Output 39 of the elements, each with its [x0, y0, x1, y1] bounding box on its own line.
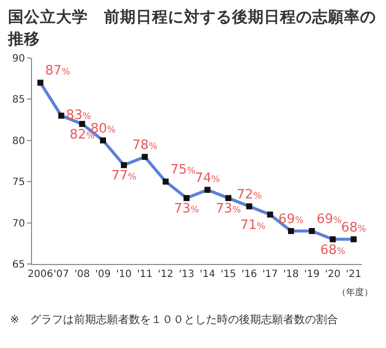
x-tick-label: '14 — [200, 269, 216, 280]
data-label: 75% — [170, 162, 196, 178]
data-label: 71% — [240, 218, 266, 234]
data-label: 83% — [66, 108, 92, 123]
x-tick-label: '16 — [241, 269, 257, 280]
x-tick-label: '07 — [54, 269, 69, 280]
y-tick-label: 85 — [12, 94, 25, 106]
data-label: 78% — [132, 138, 158, 153]
x-tick-label: '08 — [74, 269, 90, 280]
x-tick-label: '18 — [283, 269, 299, 280]
data-label: 87% — [45, 64, 71, 79]
x-tick-label: '09 — [95, 269, 111, 280]
data-label: 73% — [216, 202, 242, 217]
data-label: 72% — [236, 187, 262, 202]
x-tick-label: '10 — [116, 269, 132, 280]
text: ※ グラフは前期志願者数を１００とした時の後期志願者数の割合 — [10, 312, 340, 327]
x-tick-label: '12 — [158, 269, 174, 280]
data-label: 69% — [316, 212, 342, 228]
x-tick-label: '21 — [346, 269, 362, 280]
data-label: 73% — [174, 202, 200, 217]
data-label: 68% — [320, 242, 346, 258]
data-label: 77% — [111, 168, 137, 184]
y-tick-label: 90 — [12, 54, 25, 64]
x-axis-title: （年度） — [337, 287, 373, 298]
x-tick-label: '20 — [325, 269, 340, 280]
x-tick-label: '15 — [220, 269, 236, 280]
y-tick-label: 65 — [12, 260, 25, 270]
y-tick-label: 80 — [12, 136, 25, 147]
data-label: 69% — [278, 212, 304, 228]
x-tick-label: '11 — [137, 269, 153, 280]
data-label: 74% — [194, 170, 220, 186]
data-label: 68% — [341, 220, 367, 236]
y-tick-label: 70 — [12, 218, 25, 230]
x-tick-label: '13 — [178, 269, 194, 280]
x-tick-label: 2006 — [28, 269, 54, 280]
x-tick-label: '17 — [262, 269, 278, 280]
y-tick-label: 75 — [12, 177, 25, 188]
x-tick-label: '19 — [304, 269, 320, 280]
chart-title: 国公立大学 前期日程に対する後期日程の志願率の推移 — [8, 7, 377, 50]
